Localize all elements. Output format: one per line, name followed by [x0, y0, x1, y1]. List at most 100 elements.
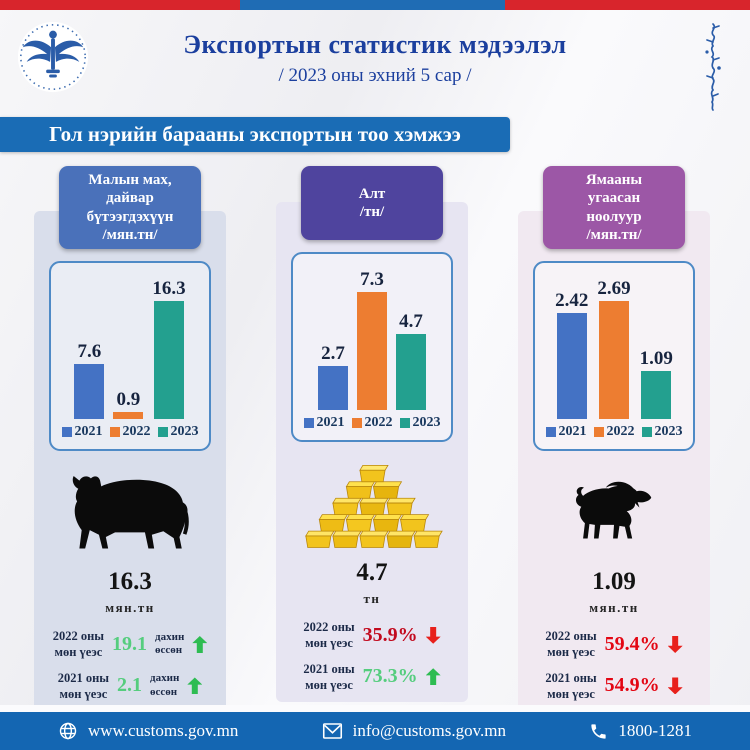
trend-arrow-icon — [667, 677, 683, 695]
column-gold-title: Алт /тн/ — [301, 166, 443, 240]
stat-period: 2021 оны мөн үеэс — [545, 670, 597, 701]
footer-phone-link[interactable]: 1800-1281 — [589, 721, 692, 741]
stat-value: 35.9% — [362, 623, 418, 646]
bar-2021 — [318, 366, 348, 410]
column-meat-panel: 7.6 0.9 16.3 2021 — [34, 211, 226, 712]
footer-phone-text: 1800-1281 — [618, 721, 692, 740]
bar-value-label: 7.6 — [77, 341, 102, 363]
legend-swatch — [303, 418, 314, 428]
stat-row-vs-2022: 2022 оны мөн үеэс 19.1 дахин өссөн — [34, 628, 226, 661]
meat-bar-chart: 7.6 0.9 16.3 2021 — [49, 261, 211, 452]
bar-2022 — [113, 412, 144, 420]
gold-bars-icon — [276, 450, 468, 560]
legend-item: 2021 — [545, 424, 587, 440]
bar-value-label: 2.7 — [321, 343, 345, 364]
legend-swatch — [641, 427, 652, 438]
top-bar-segment — [240, 0, 505, 10]
legend-label: 2021 — [558, 424, 587, 440]
legend-swatch — [109, 427, 120, 438]
stat-suffix: дахин өссөн — [155, 630, 185, 657]
stat-period: 2022 оны мөн үеэс — [545, 629, 597, 660]
cow-icon — [34, 459, 226, 569]
bar-group-2022: 0.9 — [113, 389, 144, 420]
mail-icon — [322, 722, 343, 740]
globe-icon — [58, 721, 78, 741]
column-meat: Малын мах, дайвар бүтээгдэхүүн /мян.тн/ … — [34, 166, 226, 712]
bar-value-label: 2.42 — [555, 290, 589, 312]
column-meat-title: Малын мах, дайвар бүтээгдэхүүн /мян.тн/ — [59, 166, 201, 250]
bar-2023 — [396, 334, 426, 410]
footer-website-link[interactable]: www.customs.gov.mn — [58, 721, 238, 741]
tricolor-top-bar — [0, 0, 750, 10]
trend-arrow-icon — [192, 635, 208, 653]
stat-suffix: дахин өссөн — [150, 672, 180, 698]
bars: 7.6 0.9 16.3 — [51, 263, 209, 421]
title-line: ноолуур — [586, 208, 642, 225]
page-title: Экспортын статистик мэдээлэл — [183, 30, 567, 59]
trend-arrow-icon — [187, 677, 203, 695]
bar-value-label: 4.7 — [399, 311, 423, 332]
title-line: бүтээгдэхүүн — [86, 208, 174, 225]
bars: 2.7 7.3 4.7 — [293, 254, 451, 412]
legend-swatch — [399, 418, 410, 428]
legend-item: 2022 — [593, 424, 635, 440]
title-line: Малын мах, — [88, 172, 172, 188]
section-banner: Гол нэрийн барааны экспортын тоо хэмжээ — [0, 117, 510, 152]
total-value: 4.7 — [356, 559, 388, 586]
legend-item: 2022 — [351, 415, 393, 431]
bars: 2.42 2.69 1.09 — [535, 263, 693, 421]
title-line: Ямааны — [585, 172, 643, 188]
trend-arrow-icon — [425, 668, 441, 686]
footer-email-link[interactable]: info@customs.gov.mn — [322, 721, 506, 741]
stat-period: 2022 оны мөн үеэс — [303, 620, 355, 651]
chart-legend: 2021 2022 2023 — [535, 421, 693, 449]
page-subtitle: / 2023 оны эхний 5 сар / — [278, 65, 472, 86]
header: Экспортын статистик мэдээлэл / 2023 оны … — [0, 10, 750, 114]
bar-group-2023: 16.3 — [152, 278, 186, 420]
stat-value: 54.9% — [604, 674, 660, 697]
bar-2021 — [556, 313, 587, 420]
bar-2023 — [154, 301, 184, 420]
column-cashmere-title: Ямааны угаасан ноолуур /мян.тн/ — [543, 166, 685, 250]
stat-row-vs-2021: 2021 оны мөн үеэс 54.9% — [518, 670, 710, 703]
bar-group-2021: 2.7 — [318, 343, 348, 410]
legend-item: 2022 — [109, 424, 151, 440]
bar-value-label: 16.3 — [152, 278, 186, 300]
total-value: 16.3 — [108, 568, 152, 596]
legend-swatch — [157, 427, 168, 438]
legend-item: 2023 — [399, 415, 441, 431]
title-line: Алт — [358, 185, 386, 202]
bar-group-2023: 4.7 — [396, 311, 426, 410]
top-bar-segment — [504, 0, 750, 10]
title-line: /мян.тн/ — [102, 226, 158, 243]
comparison-stats: 2022 оны мөн үеэс 19.1 дахин өссөн 2021 он… — [34, 628, 226, 702]
customs-logo-icon — [14, 18, 92, 96]
mongolian-script-icon — [700, 20, 726, 112]
header-titles: Экспортын статистик мэдээлэл / 2023 оны … — [0, 10, 750, 87]
comparison-stats: 2022 оны мөн үеэс 35.9% 2021 оны мөн үеэс … — [276, 619, 468, 693]
legend-item: 2023 — [641, 424, 683, 440]
bar-value-label: 1.09 — [639, 348, 673, 370]
bar-group-2021: 2.42 — [555, 290, 589, 420]
stat-row-vs-2022: 2022 оны мөн үеэс 59.4% — [518, 628, 710, 661]
phone-icon — [589, 722, 608, 741]
legend-label: 2021 — [316, 415, 345, 430]
bar-group-2022: 7.3 — [357, 269, 387, 410]
trend-arrow-icon — [425, 626, 441, 644]
legend-swatch — [351, 418, 362, 428]
stat-period: 2021 оны мөн үеэс — [57, 670, 110, 701]
stat-value: 19.1 — [112, 632, 148, 655]
top-bar-segment — [0, 0, 240, 10]
gold-bar-chart: 2.7 7.3 4.7 2021 — [291, 252, 453, 442]
title-line: /мян.тн/ — [586, 226, 642, 243]
bar-value-label: 7.3 — [360, 269, 384, 290]
stat-value: 73.3% — [362, 665, 418, 688]
legend-label: 2022 — [122, 424, 151, 440]
legend-swatch — [593, 427, 604, 438]
footer-website-text: www.customs.gov.mn — [88, 721, 239, 740]
column-gold-panel: 2.7 7.3 4.7 2021 — [276, 202, 468, 702]
stat-value: 2.1 — [117, 674, 143, 697]
bar-group-2021: 7.6 — [74, 341, 105, 420]
legend-label: 2023 — [654, 424, 683, 440]
